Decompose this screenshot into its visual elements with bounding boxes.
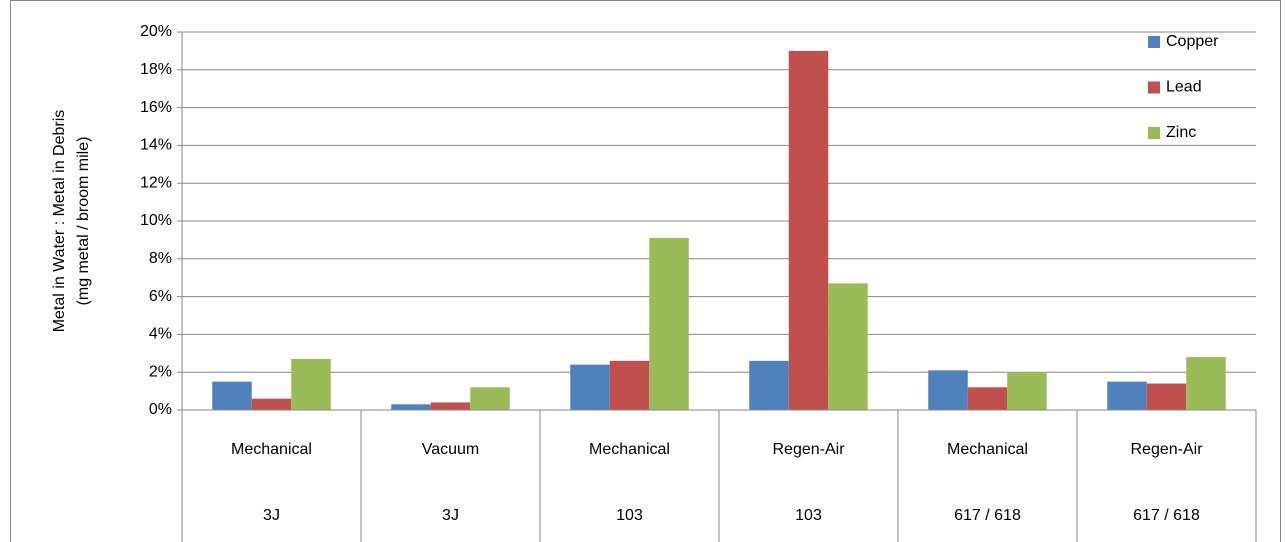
bar [430, 402, 471, 410]
y-tick-label: 2% [149, 363, 172, 380]
y-tick-label: 18% [140, 61, 172, 78]
x-group-label: 103 [616, 507, 643, 524]
y-tick-label: 14% [140, 137, 172, 154]
x-tick-label: Vacuum [422, 441, 480, 458]
legend-swatch [1148, 36, 1160, 48]
bar [1186, 357, 1226, 410]
y-tick-label: 20% [140, 23, 172, 40]
y-tick-label: 6% [149, 288, 172, 305]
bar [1107, 381, 1147, 410]
legend-label: Lead [1166, 79, 1202, 96]
bar [1146, 383, 1187, 410]
bar [251, 398, 292, 410]
bar [570, 364, 610, 410]
bar [749, 360, 789, 410]
legend-label: Copper [1166, 33, 1219, 50]
x-group-label: 103 [795, 507, 822, 524]
bar [788, 50, 829, 411]
bar [391, 404, 431, 410]
y-axis-label: Metal in Water : Metal in Debris [51, 110, 68, 333]
x-group-label: 3J [263, 507, 280, 524]
x-tick-label: Mechanical [589, 441, 670, 458]
x-tick-label: Regen-Air [1130, 441, 1203, 458]
bar [928, 370, 968, 410]
bar [609, 360, 650, 410]
x-group-label: 3J [442, 507, 459, 524]
bar [828, 283, 868, 410]
chart-border [10, 0, 1281, 542]
bar [649, 238, 689, 410]
x-tick-label: Mechanical [947, 441, 1028, 458]
y-tick-label: 0% [149, 401, 172, 418]
y-tick-label: 12% [140, 174, 172, 191]
y-axis-label: (mg metal / broom mile) [75, 137, 92, 306]
legend-swatch [1148, 127, 1160, 139]
x-tick-label: Mechanical [231, 441, 312, 458]
x-group-label: 617 / 618 [954, 507, 1021, 524]
bar [1007, 372, 1047, 410]
legend-label: Zinc [1166, 124, 1196, 141]
bar [291, 358, 331, 410]
legend-swatch [1148, 81, 1160, 94]
x-tick-label: Regen-Air [772, 441, 845, 458]
x-group-label: 617 / 618 [1133, 507, 1200, 524]
bar [967, 387, 1008, 410]
y-tick-label: 10% [140, 212, 172, 229]
y-tick-label: 16% [140, 99, 172, 116]
bar [470, 387, 510, 410]
y-tick-label: 4% [149, 326, 172, 343]
bar [212, 381, 252, 410]
y-tick-label: 8% [149, 250, 172, 267]
